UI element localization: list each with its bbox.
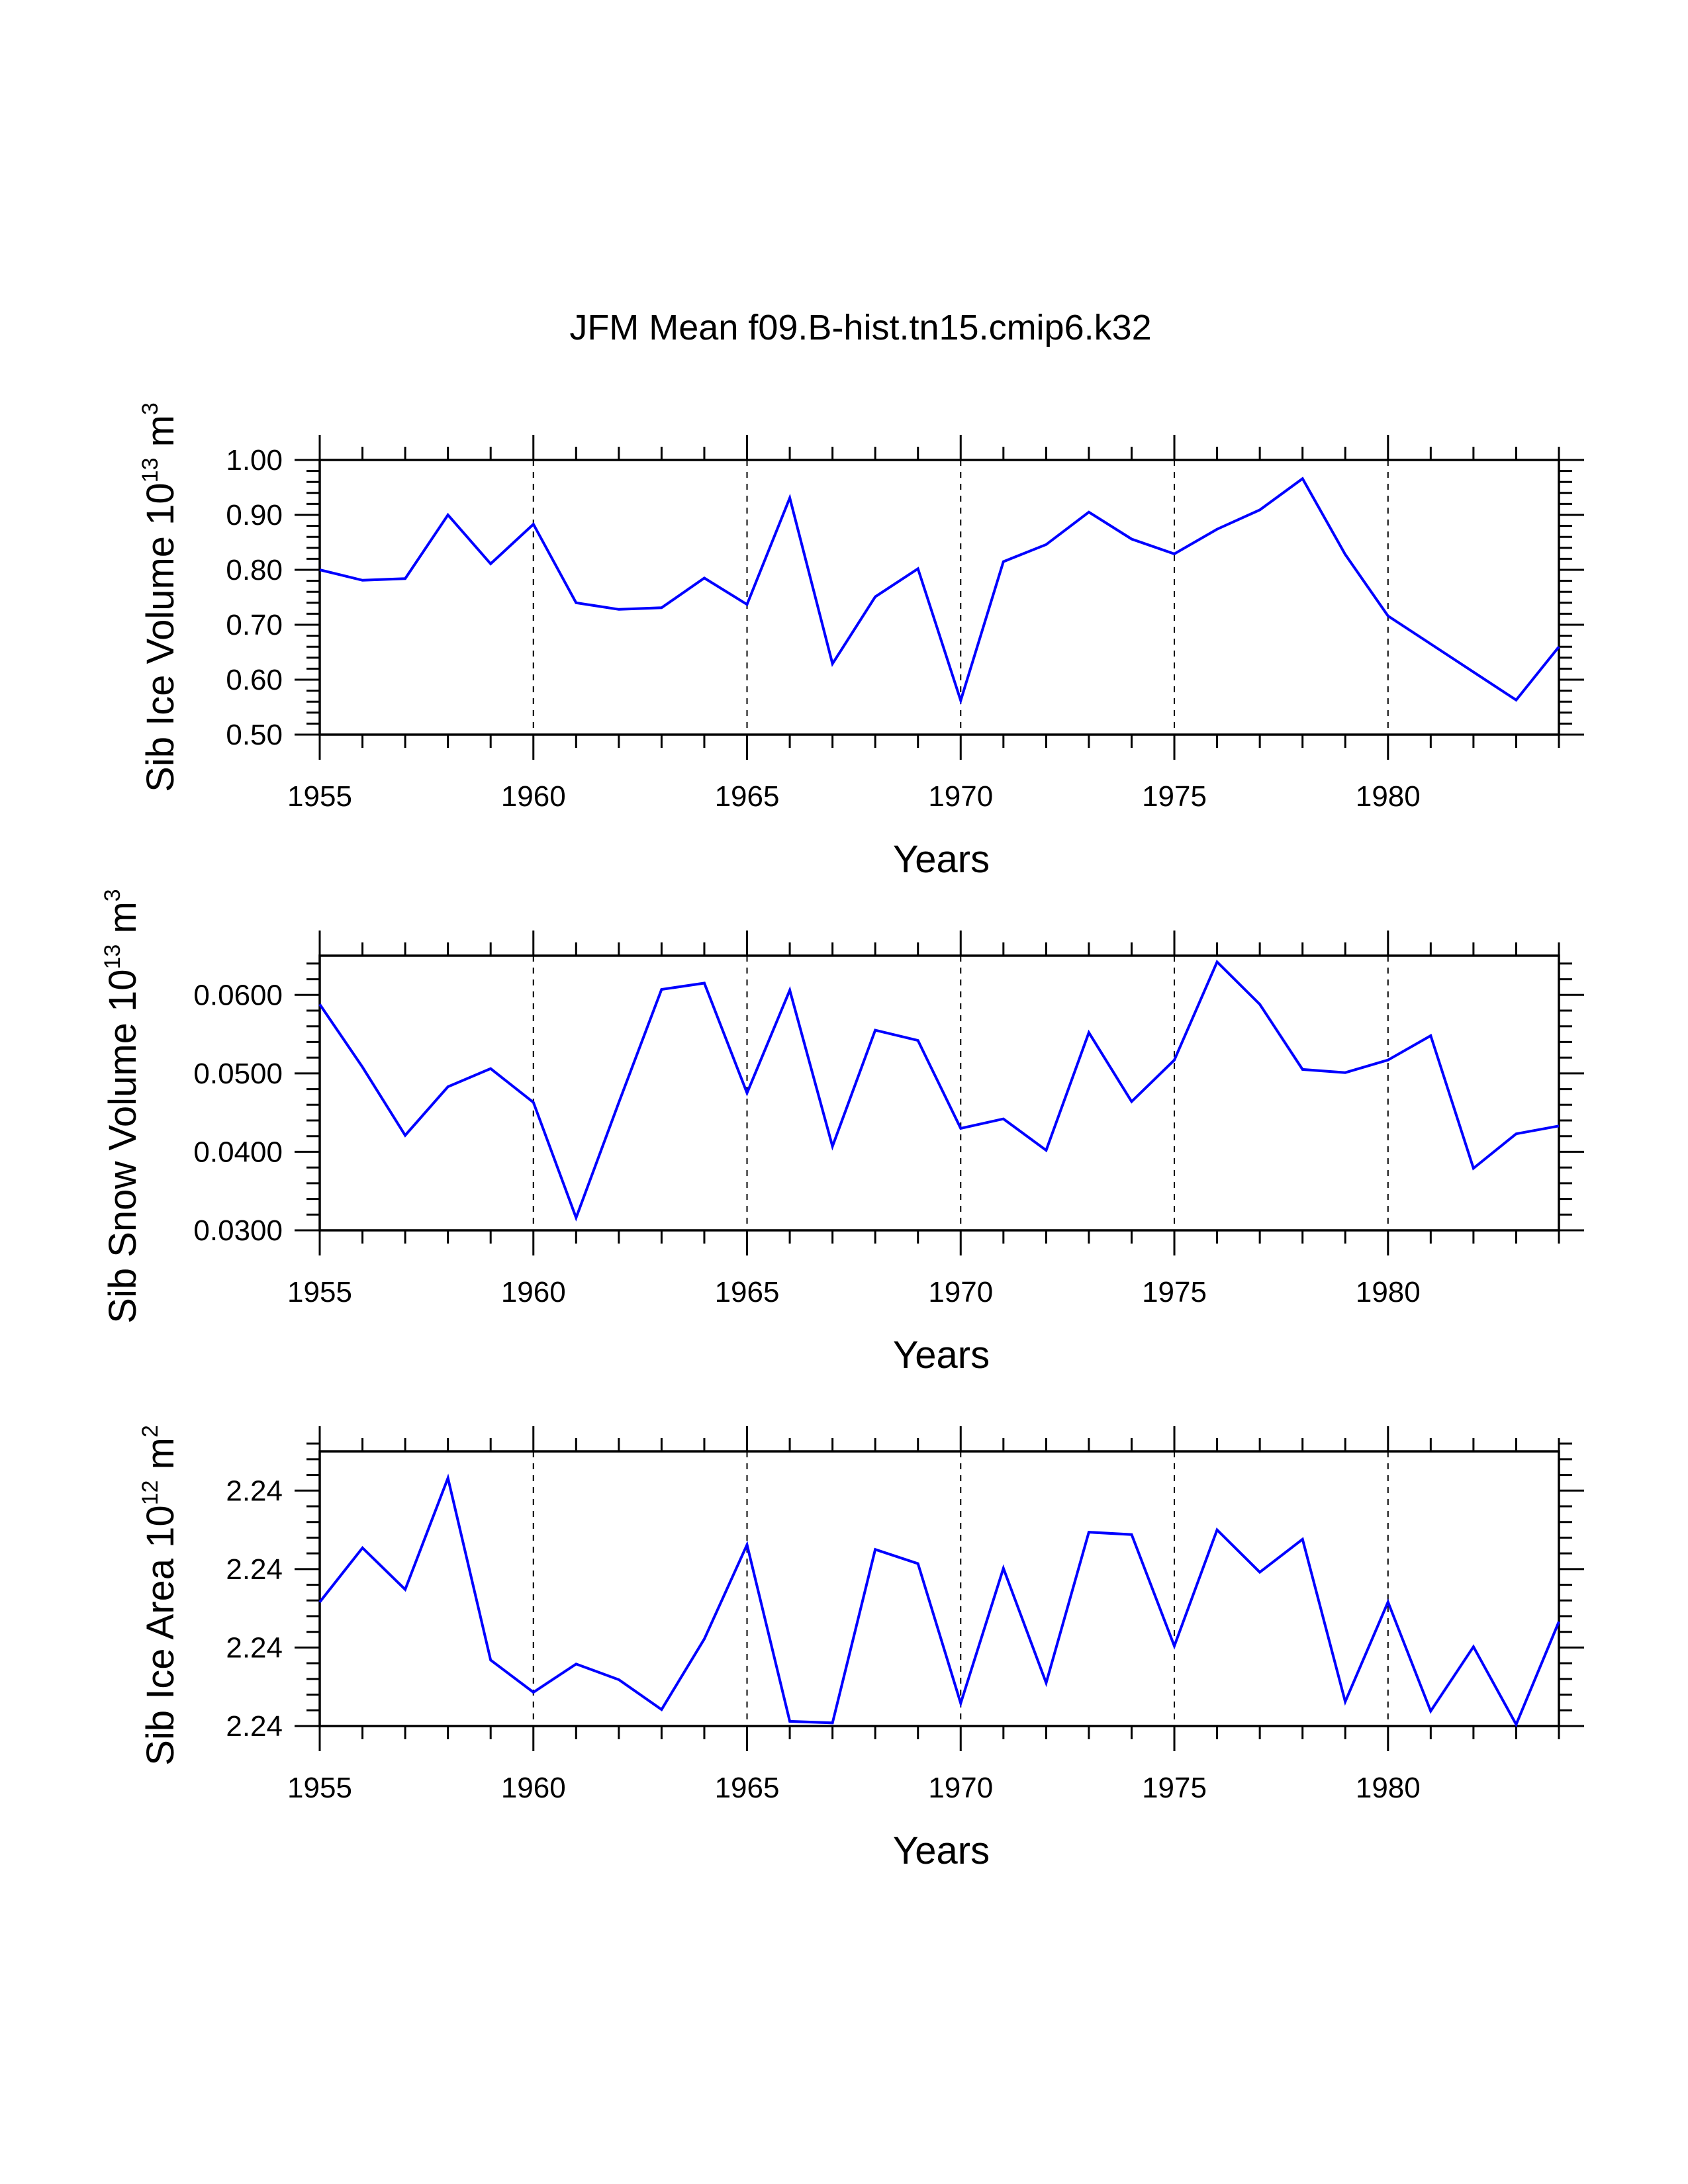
y-axis-label-unit-exponent: 3 [138,402,163,415]
y-axis-label-exponent: 13 [100,944,125,970]
panel-1: 1955 1960 1965 1970 1975 1980 Years 0.50 0.60 0.7… [138,402,1584,881]
x-tick-label: 1955 [287,1276,352,1308]
y-tick-label: 0.0300 [193,1214,283,1247]
plot-frame [318,1450,1560,1727]
x-tick-label: 1960 [501,780,566,813]
y-axis-label-main: Sib Ice Volume 10 [139,482,182,792]
y-tick-label: 0.80 [226,554,283,586]
x-tick-label: 1980 [1356,1772,1421,1804]
y-tick-label: 0.0600 [193,979,283,1011]
y-tick-label: 0.0500 [193,1058,283,1090]
x-tick-label: 1960 [501,1276,566,1308]
y-tick-label: 2.24 [226,1553,283,1586]
y-tick-label: 2.24 [226,1475,283,1507]
x-tick-label: 1980 [1356,780,1421,813]
x-tick-label: 1975 [1142,1276,1207,1308]
y-axis-label: Sib Snow Volume 1013 m3 [100,889,144,1323]
x-tick-label: 1965 [715,780,780,813]
series-line-sib-snow-volume [318,960,1560,1222]
y-tick-label: 2.24 [226,1631,283,1664]
y-axis-label-exponent: 13 [138,458,163,483]
y-axis-label-exponent: 12 [138,1480,163,1506]
x-tick-label: 1960 [501,1772,566,1804]
y-axis-label-main: Sib Snow Volume 10 [101,969,144,1323]
y-axis-label-unit-exponent: 2 [138,1425,163,1437]
figure-title: JFM Mean f09.B-hist.tn15.cmip6.k32 [569,308,1151,347]
x-tick-label: 1970 [928,1772,993,1804]
y-axis-label-unit: m [101,901,144,944]
x-tick-label: 1970 [928,1276,993,1308]
y-tick-label: 0.90 [226,499,283,531]
x-tick-label: 1975 [1142,780,1207,813]
y-axis-label-unit: m [139,1437,182,1480]
panel-3: 1955 1960 1965 1970 1975 1980 Years 2.24 2.24 2.2… [138,1425,1584,1872]
y-tick-label: 1.00 [226,444,283,477]
y-axis-label-main: Sib Ice Area 10 [139,1505,182,1765]
series-line-sib-ice-area [318,1473,1560,1728]
y-tick-label: 0.50 [226,719,283,751]
x-tick-label: 1955 [287,780,352,813]
x-tick-label: 1980 [1356,1276,1421,1308]
x-axis-label: Years [893,1334,990,1377]
x-tick-label: 1975 [1142,1772,1207,1804]
plot-frame [318,954,1560,1232]
x-tick-label: 1955 [287,1772,352,1804]
x-axis-label: Years [893,838,990,881]
x-tick-label: 1970 [928,780,993,813]
y-tick-label: 0.70 [226,609,283,641]
x-tick-label: 1965 [715,1276,780,1308]
series-line-sib-ice-volume [319,477,1560,705]
panel-2: 1955 1960 1965 1970 1975 1980 Years 0.0300 0.040… [100,889,1584,1377]
y-axis-label-unit: m [139,415,182,457]
y-tick-label: 0.0400 [193,1136,283,1168]
y-axis-label: Sib Ice Area 1012 m2 [138,1425,182,1766]
x-tick-label: 1965 [715,1772,780,1804]
y-axis-label-unit-exponent: 3 [100,889,125,901]
y-tick-label: 0.60 [226,664,283,696]
y-tick-label: 2.24 [226,1710,283,1743]
y-axis-label: Sib Ice Volume 1013 m3 [138,402,182,792]
x-axis-label: Years [893,1829,990,1872]
panels: 1955 1960 1965 1970 1975 1980 Years 0.50 0.60 0.7… [100,402,1584,1872]
plot-frame [318,459,1560,736]
